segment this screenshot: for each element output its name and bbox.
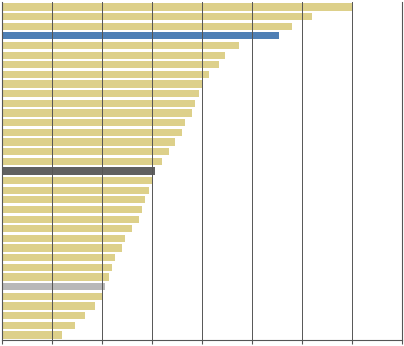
Bar <box>2 129 182 136</box>
Bar <box>2 148 169 155</box>
Bar <box>2 42 239 49</box>
Bar <box>2 312 85 319</box>
Bar <box>2 293 102 300</box>
Bar <box>2 322 76 329</box>
Bar <box>2 3 352 10</box>
Bar <box>2 158 162 165</box>
Bar <box>2 206 142 213</box>
Bar <box>2 235 125 242</box>
Bar <box>2 254 116 261</box>
Bar <box>2 109 192 117</box>
Bar <box>2 100 196 107</box>
Bar <box>2 177 152 184</box>
Bar <box>2 119 185 126</box>
Bar <box>2 167 156 174</box>
Bar <box>2 13 312 20</box>
Bar <box>2 32 279 39</box>
Bar <box>2 196 145 203</box>
Bar <box>2 61 219 69</box>
Bar <box>2 283 105 290</box>
Bar <box>2 81 202 88</box>
Bar <box>2 22 292 30</box>
Bar <box>2 216 139 223</box>
Bar <box>2 331 62 338</box>
Bar <box>2 273 109 281</box>
Bar <box>2 225 132 233</box>
Bar <box>2 90 199 97</box>
Bar <box>2 52 225 59</box>
Bar <box>2 245 122 252</box>
Bar <box>2 138 175 146</box>
Bar <box>2 186 149 194</box>
Bar <box>2 264 112 271</box>
Bar <box>2 302 95 310</box>
Bar <box>2 71 208 78</box>
